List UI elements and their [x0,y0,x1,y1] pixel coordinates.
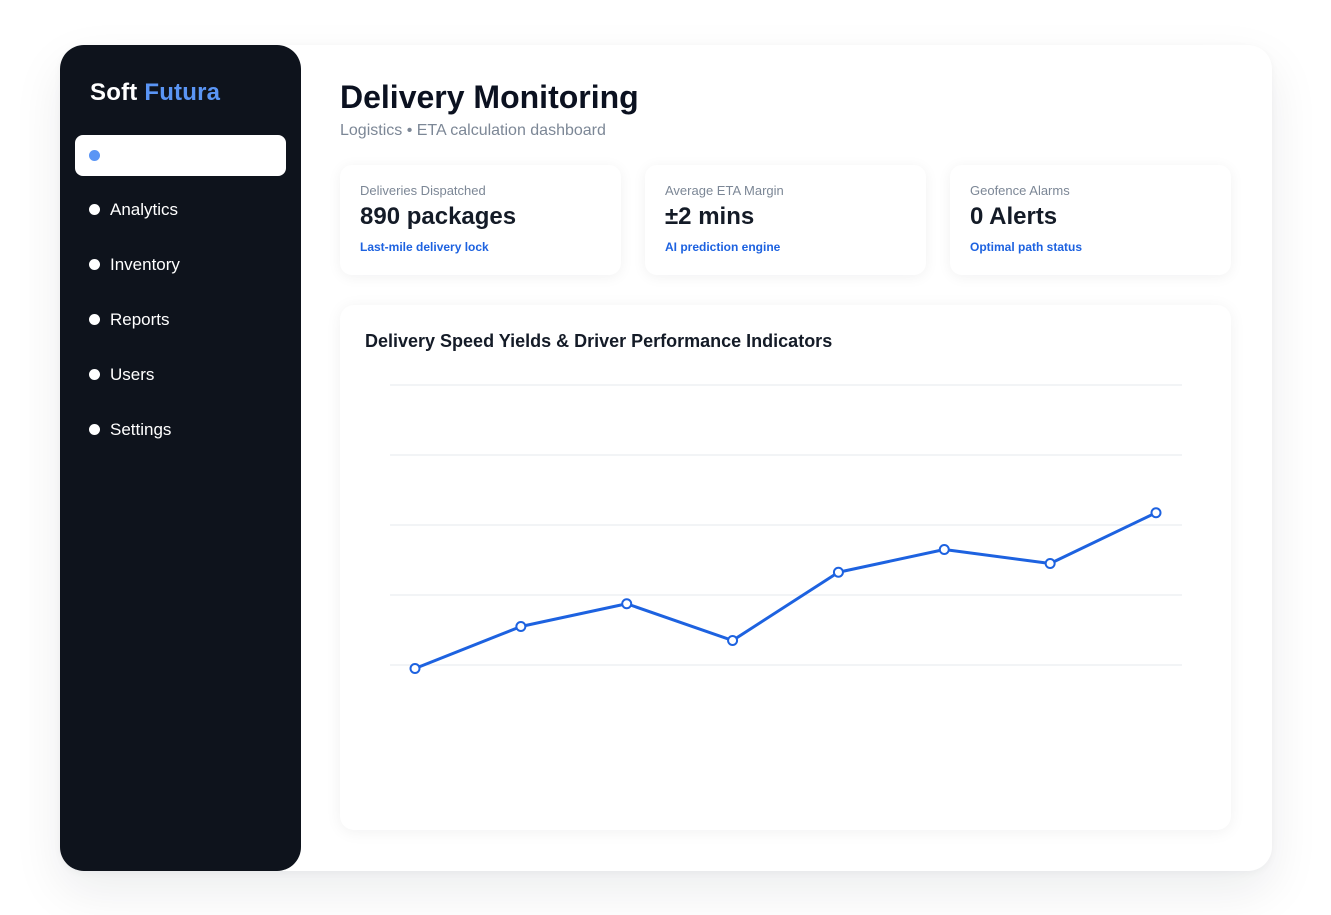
sidebar-item-label: Analytics [110,200,179,219]
chart-data-point[interactable] [409,663,421,674]
chart-series-line [414,511,1157,670]
nav-dot-icon [89,259,100,270]
sidebar-item-reports[interactable]: Reports [75,299,286,340]
chart-data-point[interactable] [515,621,527,632]
stat-value: ±2 mins [665,203,755,230]
stat-value: 890 packages [360,203,517,230]
nav-dot-icon [89,150,100,161]
chart-data-point[interactable] [1044,558,1056,569]
stat-card-geofence: Geofence Alarms 0 Alerts Optimal path st… [950,165,1231,275]
app-window: Soft Futura Analytics Inventory Reports … [60,45,1272,871]
page-title: Delivery Monitoring [340,79,639,115]
brand-accent: Futura [144,79,221,106]
stat-label: Geofence Alarms [970,183,1070,198]
chart-data-point[interactable] [832,566,844,578]
stat-note: Optimal path status [970,240,1083,254]
stat-card-eta-margin: Average ETA Margin ±2 mins AI prediction… [645,165,926,275]
nav-dot-icon [89,204,100,215]
sidebar-item-label: Inventory [110,255,180,274]
sidebar-item-active[interactable] [75,135,286,176]
sidebar-item-label: Users [110,365,155,384]
chart-points [409,507,1162,674]
chart-data-point[interactable] [727,635,739,646]
sidebar: Soft Futura Analytics Inventory Reports … [60,45,301,871]
stat-label: Deliveries Dispatched [360,183,486,198]
stat-note: AI prediction engine [665,240,781,254]
brand-logo[interactable]: Soft Futura [90,79,220,107]
nav-dot-icon [89,424,100,435]
sidebar-item-inventory[interactable]: Inventory [75,244,286,285]
stat-note: Last-mile delivery lock [360,240,489,254]
line-chart [390,384,1182,674]
stat-label: Average ETA Margin [665,183,784,198]
chart-data-point[interactable] [1150,507,1162,519]
brand-name: Soft [90,79,138,106]
sidebar-item-label: Settings [110,420,172,439]
sidebar-item-analytics[interactable]: Analytics [75,189,286,230]
chart-data-point[interactable] [621,598,633,610]
stat-card-deliveries: Deliveries Dispatched 890 packages Last-… [340,165,621,275]
chart-title: Delivery Speed Yields & Driver Performan… [365,331,833,351]
stat-value: 0 Alerts [970,203,1058,230]
sidebar-item-users[interactable]: Users [75,354,286,395]
nav-dot-icon [89,314,100,325]
chart-card: Delivery Speed Yields & Driver Performan… [340,305,1231,830]
sidebar-item-settings[interactable]: Settings [75,409,286,450]
page-subtitle: Logistics • ETA calculation dashboard [340,122,606,139]
sidebar-item-label: Reports [110,310,170,329]
chart-series [414,511,1157,670]
chart-grid [390,384,1182,666]
nav-dot-icon [89,369,100,380]
chart-data-point[interactable] [938,544,950,555]
